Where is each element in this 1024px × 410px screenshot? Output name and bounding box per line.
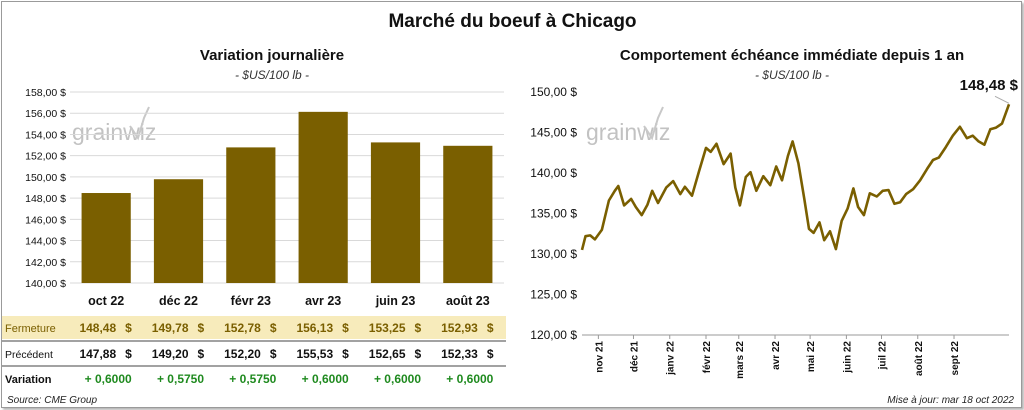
table-row-label: Variation <box>5 374 52 386</box>
bar-2 <box>226 147 276 283</box>
line-x-tick-label: déc 21 <box>629 341 640 373</box>
bar-1 <box>153 179 204 283</box>
bar-category-label: avr 23 <box>305 294 341 308</box>
table-cell-currency: $ <box>125 321 132 335</box>
line-y-tick-label: 130,00 $ <box>530 247 577 261</box>
line-y-tick-label: 135,00 $ <box>530 207 577 221</box>
bar-y-tick-label: 140,00 $ <box>25 278 66 290</box>
table-cell-currency: $ <box>342 347 349 361</box>
bar-category-label: juin 23 <box>375 294 416 308</box>
line-x-tick-label: mars 22 <box>735 341 746 379</box>
bar-y-tick-label: 156,00 $ <box>25 108 66 120</box>
line-x-tick-label: sept 22 <box>950 341 961 376</box>
line-x-tick-label: juil 22 <box>877 341 888 371</box>
table-cell-value: + 0,5750 <box>157 372 204 386</box>
table-row-label: Précédent <box>5 349 53 361</box>
table-cell-value: 147,88 <box>79 347 116 361</box>
table-cell-currency: $ <box>198 321 205 335</box>
line-y-tick-label: 120,00 $ <box>530 328 577 342</box>
table-cell-value: + 0,6000 <box>85 372 132 386</box>
table-row-label: Fermeture <box>5 323 56 335</box>
bar-y-tick-label: 154,00 $ <box>25 129 66 141</box>
line-x-tick-label: janv 22 <box>666 341 677 376</box>
table-cell-value: 148,48 <box>79 321 116 335</box>
line-x-tick-label: mai 22 <box>806 341 817 373</box>
line-series <box>580 103 1011 251</box>
bar-y-tick-label: 144,00 $ <box>25 236 66 248</box>
table-cell-currency: $ <box>415 321 422 335</box>
last-value-label: 148,48 $ <box>960 77 1019 94</box>
line-x-tick-label: nov 21 <box>594 341 605 373</box>
table-cell-value: 149,20 <box>152 347 189 361</box>
table-cell-value: 155,53 <box>296 347 333 361</box>
bar-watermark-check-icon <box>129 106 150 141</box>
line-x-tick-label: févr 22 <box>702 341 713 374</box>
table-cell-currency: $ <box>125 347 132 361</box>
line-y-tick-label: 145,00 $ <box>530 126 577 140</box>
bar-category-label: déc 22 <box>159 294 198 308</box>
table-cell-value: 152,93 <box>441 321 478 335</box>
bar-watermark: grainwiz <box>72 119 156 145</box>
table-cell-currency: $ <box>487 347 494 361</box>
line-y-tick-label: 150,00 $ <box>530 85 577 99</box>
table-cell-value: + 0,6000 <box>446 372 493 386</box>
line-x-tick-label: juin 22 <box>842 341 853 374</box>
table-cell-value: + 0,6000 <box>302 372 349 386</box>
table-cell-currency: $ <box>342 321 349 335</box>
fermeture-row-bg <box>2 316 506 339</box>
bar-category-label: août 23 <box>446 294 490 308</box>
table-cell-value: 149,78 <box>152 321 189 335</box>
bar-4 <box>370 142 421 283</box>
table-cell-value: 152,65 <box>369 347 406 361</box>
last-value-leader <box>994 95 1010 104</box>
bar-y-tick-label: 142,00 $ <box>25 257 66 269</box>
table-cell-currency: $ <box>487 321 494 335</box>
table-cell-value: 152,20 <box>224 347 261 361</box>
bar-category-label: févr 23 <box>231 294 271 308</box>
bar-y-tick-label: 146,00 $ <box>25 214 66 226</box>
page-title: Marché du boeuf à Chicago <box>388 11 637 32</box>
line-y-tick-label: 140,00 $ <box>530 166 577 180</box>
line-x-tick-label: août 22 <box>914 341 925 376</box>
table-cell-value: 152,78 <box>224 321 261 335</box>
table-cell-currency: $ <box>270 347 277 361</box>
table-cell-value: 152,33 <box>441 347 478 361</box>
bar-y-tick-label: 148,00 $ <box>25 193 66 205</box>
table-cell-value: 156,13 <box>296 321 333 335</box>
bar-category-label: oct 22 <box>88 294 124 308</box>
line-chart-title: Comportement échéance immédiate depuis 1… <box>619 47 965 64</box>
table-cell-currency: $ <box>198 347 205 361</box>
line-y-tick-label: 125,00 $ <box>530 288 577 302</box>
bar-0 <box>81 193 131 283</box>
table-cell-value: + 0,5750 <box>229 372 276 386</box>
bar-3 <box>298 111 348 284</box>
line-watermark: grainwiz <box>586 119 670 145</box>
line-watermark-check-icon <box>643 106 664 141</box>
bar-y-tick-label: 158,00 $ <box>25 87 66 99</box>
source-note: Source: CME Group <box>7 395 98 406</box>
table-cell-value: + 0,6000 <box>374 372 421 386</box>
table-cell-currency: $ <box>415 347 422 361</box>
line-chart-unit: - $US/100 lb - <box>754 68 830 82</box>
bar-chart-unit: - $US/100 lb - <box>234 68 310 82</box>
line-x-tick-label: avr 22 <box>771 341 782 370</box>
bar-chart-title: Variation journalière <box>199 47 345 64</box>
bar-y-tick-label: 152,00 $ <box>25 151 66 163</box>
table-cell-value: 153,25 <box>369 321 406 335</box>
table-cell-currency: $ <box>270 321 277 335</box>
bar-y-tick-label: 150,00 $ <box>25 172 66 184</box>
update-note: Mise à jour: mar 18 oct 2022 <box>887 395 1014 406</box>
bar-5 <box>443 145 493 283</box>
